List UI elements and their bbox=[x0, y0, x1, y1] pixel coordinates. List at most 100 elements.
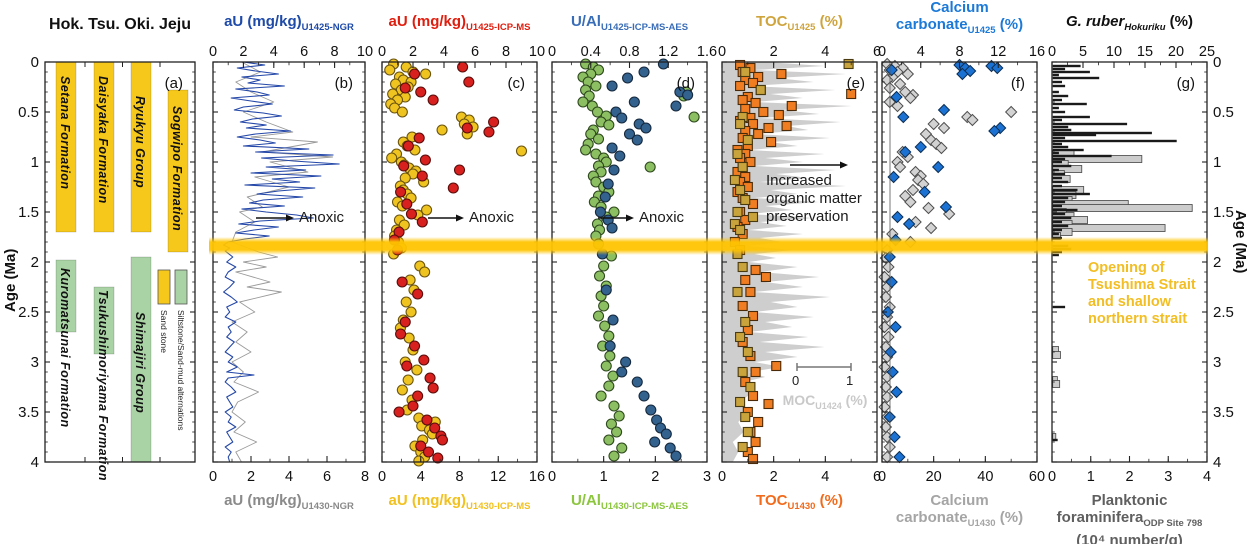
axis-title-f-bottom: Calcium carbonateU1430 (%) bbox=[895, 492, 1024, 529]
svg-text:0: 0 bbox=[209, 44, 217, 60]
svg-text:0: 0 bbox=[878, 469, 886, 485]
svg-text:3: 3 bbox=[31, 354, 39, 371]
svg-text:10: 10 bbox=[357, 44, 373, 60]
panel-b: 0 2 4 6 8 10 0 2 4 6 8 (b) bbox=[209, 44, 373, 485]
svg-text:0: 0 bbox=[548, 44, 556, 60]
axis-title-f-top: Calcium carbonateU1425 (%) bbox=[895, 0, 1024, 36]
svg-text:2: 2 bbox=[247, 469, 255, 485]
svg-text:8: 8 bbox=[955, 44, 963, 60]
svg-text:4: 4 bbox=[440, 44, 448, 60]
svg-text:0: 0 bbox=[1048, 469, 1056, 485]
axis-title-d-top: U/AlU1425-ICP-MS-AES bbox=[570, 13, 689, 33]
svg-text:1: 1 bbox=[1213, 154, 1221, 171]
moc-axis-label: MOCU1424 (%) bbox=[782, 392, 868, 411]
svg-text:2.5: 2.5 bbox=[1213, 304, 1234, 321]
svg-text:1.6: 1.6 bbox=[697, 44, 717, 60]
anoxic-highlight-band bbox=[209, 237, 1208, 255]
svg-text:4: 4 bbox=[1213, 454, 1221, 471]
svg-text:2: 2 bbox=[1125, 469, 1133, 485]
svg-text:4: 4 bbox=[1203, 469, 1211, 485]
svg-text:0: 0 bbox=[378, 44, 386, 60]
svg-text:(f): (f) bbox=[1011, 75, 1025, 92]
svg-text:4: 4 bbox=[417, 469, 425, 485]
svg-text:3.5: 3.5 bbox=[18, 404, 39, 421]
svg-text:16: 16 bbox=[529, 469, 545, 485]
svg-text:40: 40 bbox=[977, 469, 993, 485]
age-axis-label-right: Age (Ma) bbox=[1232, 210, 1249, 274]
svg-text:(g): (g) bbox=[1177, 75, 1195, 92]
axis-title-e-bottom: TOCU1430 (%) bbox=[756, 492, 843, 512]
svg-text:60: 60 bbox=[1029, 469, 1045, 485]
axis-title-g-bottom: Planktonic foraminiferaODP Site 798 (10⁴… bbox=[1056, 492, 1203, 544]
axis-title-g-top: G. ruberHokuriku (%) bbox=[1065, 13, 1194, 33]
svg-text:12: 12 bbox=[990, 44, 1006, 60]
svg-text:1.2: 1.2 bbox=[658, 44, 678, 60]
svg-text:2: 2 bbox=[770, 469, 778, 485]
svg-text:1.5: 1.5 bbox=[1213, 204, 1234, 221]
formation-label-tsukushimoriyama: Tsukushimoriyama Formation bbox=[96, 290, 110, 482]
svg-text:(d): (d) bbox=[677, 75, 695, 92]
svg-text:0: 0 bbox=[209, 469, 217, 485]
svg-text:4: 4 bbox=[31, 454, 39, 471]
svg-text:(c): (c) bbox=[508, 75, 526, 92]
svg-text:12: 12 bbox=[490, 469, 506, 485]
svg-text:0.8: 0.8 bbox=[619, 44, 639, 60]
svg-text:20: 20 bbox=[1168, 44, 1184, 60]
svg-text:4: 4 bbox=[270, 44, 278, 60]
svg-text:0: 0 bbox=[878, 44, 886, 60]
panel-c: 0 2 4 6 8 10 0 4 8 12 16 (c) bbox=[378, 44, 545, 485]
anoxic-label-c: Anoxic bbox=[469, 209, 515, 226]
svg-text:4: 4 bbox=[285, 469, 293, 485]
svg-text:2: 2 bbox=[31, 254, 39, 271]
axis-title-b-bottom: aU (mg/kg)U1430-NGR bbox=[224, 492, 354, 512]
panel-e: 0 2 4 6 0 2 4 6 (e) bbox=[718, 44, 881, 485]
formation-label-kuromatsunai: Kuromatsunai Formation bbox=[58, 268, 72, 428]
svg-text:1.5: 1.5 bbox=[18, 204, 39, 221]
moc-scalebar-0: 0 bbox=[792, 373, 800, 388]
svg-text:6: 6 bbox=[300, 44, 308, 60]
svg-text:0.5: 0.5 bbox=[18, 104, 39, 121]
svg-text:6: 6 bbox=[873, 44, 881, 60]
axis-title-c-bottom: aU (mg/kg)U1430-ICP-MS bbox=[388, 492, 531, 512]
axis-title-c-top: aU (mg/kg)U1425-ICP-MS bbox=[388, 13, 531, 33]
svg-text:0: 0 bbox=[378, 469, 386, 485]
svg-text:0: 0 bbox=[718, 44, 726, 60]
svg-text:10: 10 bbox=[1106, 44, 1122, 60]
svg-text:2: 2 bbox=[770, 44, 778, 60]
age-axis-label-left: Age (Ma) bbox=[2, 248, 19, 312]
svg-text:1: 1 bbox=[600, 469, 608, 485]
anoxic-label-b: Anoxic bbox=[299, 209, 345, 226]
svg-text:1: 1 bbox=[31, 154, 39, 171]
svg-text:2.5: 2.5 bbox=[18, 304, 39, 321]
svg-text:0.4: 0.4 bbox=[581, 44, 601, 60]
panel-a: (a) bbox=[44, 61, 196, 463]
svg-text:(a): (a) bbox=[165, 75, 183, 92]
svg-text:16: 16 bbox=[1029, 44, 1045, 60]
formation-label-setana: Setana Formation bbox=[58, 76, 72, 190]
svg-text:4: 4 bbox=[821, 44, 829, 60]
svg-text:8: 8 bbox=[455, 469, 463, 485]
svg-text:8: 8 bbox=[361, 469, 369, 485]
svg-text:3: 3 bbox=[1213, 354, 1221, 371]
axis-title-e-top: TOCU1425 (%) bbox=[756, 13, 843, 33]
svg-text:0: 0 bbox=[548, 469, 556, 485]
moc-scalebar-1: 1 bbox=[846, 373, 854, 388]
legend-label-sandstone: Sand stone bbox=[159, 310, 169, 354]
anoxic-label-d: Anoxic bbox=[639, 209, 685, 226]
panel-f: 0 4 8 12 16 0 20 40 60 (f) bbox=[878, 44, 1045, 485]
svg-text:15: 15 bbox=[1137, 44, 1153, 60]
axis-title-b-top: aU (mg/kg)U1425-NGR bbox=[224, 13, 354, 33]
svg-text:3.5: 3.5 bbox=[1213, 404, 1234, 421]
svg-text:2: 2 bbox=[1213, 254, 1221, 271]
svg-text:(e): (e) bbox=[847, 75, 865, 92]
svg-text:10: 10 bbox=[529, 44, 545, 60]
svg-text:0: 0 bbox=[1213, 54, 1221, 71]
formation-label-ryukyu: Ryukyu Group bbox=[133, 96, 147, 189]
svg-text:3: 3 bbox=[1164, 469, 1172, 485]
svg-text:2: 2 bbox=[409, 44, 417, 60]
svg-text:6: 6 bbox=[873, 469, 881, 485]
svg-text:1: 1 bbox=[1087, 469, 1095, 485]
svg-text:0: 0 bbox=[718, 469, 726, 485]
svg-text:(b): (b) bbox=[335, 75, 353, 92]
formation-label-sogwipo: Sogwipo Formation bbox=[170, 106, 184, 232]
